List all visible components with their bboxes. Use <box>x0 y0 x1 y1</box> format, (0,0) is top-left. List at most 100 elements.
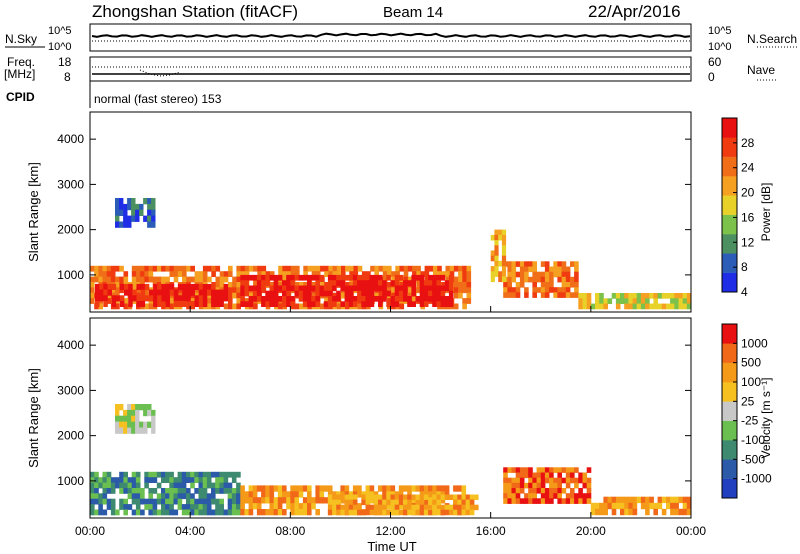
heatmap-cell <box>156 276 162 283</box>
heatmap-cell <box>503 477 508 484</box>
heatmap-cell <box>147 198 152 205</box>
heatmap-cell <box>127 221 132 228</box>
heatmap-cell <box>240 497 245 504</box>
heatmap-cell <box>261 296 266 302</box>
heatmap-cell <box>202 265 208 272</box>
heatmap-cell <box>444 491 450 498</box>
heatmap-cell <box>319 285 325 292</box>
heatmap-cell <box>503 498 508 504</box>
heatmap-cell <box>378 301 383 307</box>
y-tick-label: 3000 <box>57 383 84 397</box>
heatmap-cell <box>649 303 654 310</box>
heatmap-cell <box>340 485 345 492</box>
heatmap-cell <box>290 509 295 516</box>
heatmap-cell <box>536 488 542 494</box>
heatmap-cell <box>540 282 546 288</box>
heatmap-cell <box>369 296 375 302</box>
heatmap-cell <box>131 415 136 422</box>
heatmap-cell <box>544 477 550 484</box>
heatmap-cell <box>140 493 145 500</box>
heatmap-cell <box>211 488 216 494</box>
heatmap-cell <box>144 482 149 489</box>
heatmap-cell <box>398 499 404 506</box>
heatmap-cell <box>206 509 212 516</box>
heatmap-cell <box>302 285 308 292</box>
heatmap-cell <box>390 280 396 286</box>
heatmap-cell <box>344 494 350 500</box>
heatmap-cell <box>290 280 295 286</box>
heatmap-cell <box>106 298 112 304</box>
heatmap-cell <box>131 427 136 434</box>
heatmap-cell <box>365 274 371 281</box>
heatmap-cell <box>670 303 675 310</box>
heatmap-cell <box>361 280 366 286</box>
heatmap-cell <box>102 276 108 283</box>
x-ticks: 00:00 04:00 08:00 12:00 16:00 20:00 00:00 <box>75 306 706 538</box>
heatmap-cell <box>327 296 333 302</box>
heatmap-cell <box>490 255 495 262</box>
heatmap-cell <box>378 285 383 292</box>
heatmap-cell <box>327 301 333 307</box>
heatmap-cell <box>332 491 337 498</box>
heatmap-cell <box>206 471 212 478</box>
heatmap-cell <box>674 303 679 310</box>
heatmap-cell <box>181 482 187 489</box>
heatmap-cell <box>444 494 450 500</box>
heatmap-cell <box>519 472 525 479</box>
heatmap-cell <box>582 493 588 499</box>
heatmap-cell <box>341 265 346 272</box>
heatmap-cell <box>615 496 621 504</box>
heatmap-cell <box>165 471 170 478</box>
nsearch-label: N.Search <box>747 32 797 46</box>
heatmap-cell <box>532 261 537 267</box>
heatmap-cell <box>561 276 567 283</box>
heatmap-cell <box>236 298 241 304</box>
heatmap-cell <box>227 504 233 510</box>
heatmap-cell <box>265 280 270 286</box>
heatmap-cell <box>169 482 174 489</box>
heatmap-cell <box>382 504 387 511</box>
heatmap-cell <box>549 287 554 293</box>
heatmap-cell <box>361 494 366 500</box>
heatmap-cell <box>182 283 187 290</box>
heatmap-cell <box>215 289 220 296</box>
heatmap-cell <box>423 509 429 516</box>
heatmap-cell <box>315 497 320 504</box>
heatmap-cell <box>624 502 629 510</box>
heatmap-cell <box>269 301 275 307</box>
right-tick-1e0: 10^0 <box>708 41 732 53</box>
heatmap-cell <box>657 293 663 299</box>
heatmap-cell <box>382 509 387 516</box>
heatmap-cell <box>336 296 341 302</box>
heatmap-cell <box>206 504 212 510</box>
heatmap-cell <box>561 261 567 267</box>
heatmap-cell <box>536 276 542 283</box>
heatmap-cell <box>423 290 429 297</box>
heatmap-cell <box>219 295 224 302</box>
heatmap-cell <box>352 301 358 307</box>
heatmap-cell <box>244 491 249 498</box>
heatmap-cell <box>340 280 345 286</box>
heatmap-cell <box>361 271 367 277</box>
heatmap-cell <box>465 499 471 506</box>
heatmap-cell <box>565 266 571 273</box>
heatmap-cell <box>586 303 592 310</box>
heatmap-cell <box>190 471 195 478</box>
heatmap-cell <box>219 498 224 505</box>
heatmap-cell <box>595 502 600 510</box>
heatmap-cell <box>223 303 229 310</box>
heatmap-cell <box>540 276 546 283</box>
heatmap-cell <box>311 296 316 302</box>
heatmap-cell <box>490 271 495 277</box>
heatmap-cell <box>173 482 179 489</box>
heatmap-cell <box>640 496 646 504</box>
heatmap-cell <box>207 265 212 272</box>
heatmap-cell <box>382 499 387 506</box>
heatmap-cell <box>419 504 425 511</box>
heatmap-cell <box>136 271 141 277</box>
heatmap-cell <box>223 477 229 483</box>
heatmap-cell <box>256 290 262 297</box>
heatmap-cell <box>607 502 613 510</box>
heatmap-cell <box>244 265 250 272</box>
